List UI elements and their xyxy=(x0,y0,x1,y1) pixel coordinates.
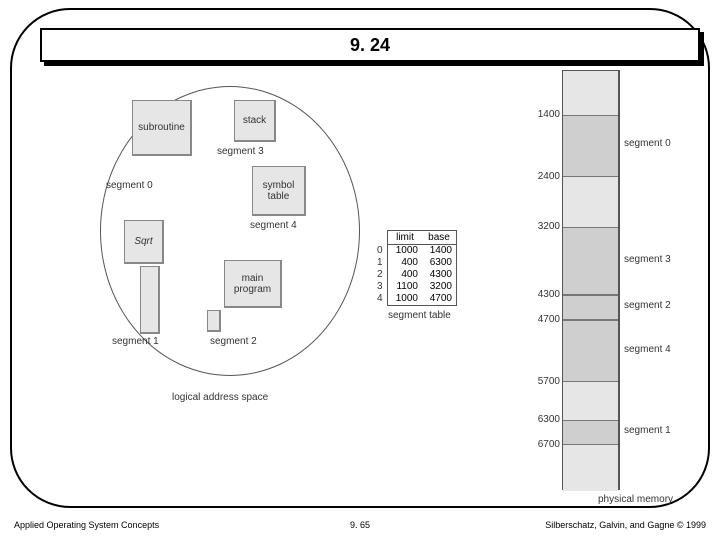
cell: 1000 xyxy=(388,245,422,257)
segment-table-caption: segment table xyxy=(388,310,451,321)
box-stack-label: stack xyxy=(243,115,266,126)
label-seg2: segment 2 xyxy=(210,336,257,347)
box-sqrt-label: Sqrt xyxy=(134,236,152,247)
box-sqrt: Sqrt xyxy=(124,220,164,264)
memlbl-seg4: segment 4 xyxy=(624,344,671,355)
box-symbol-label: symbol table xyxy=(263,180,295,202)
addr-3200: 3200 xyxy=(526,221,560,232)
box-stack: stack xyxy=(234,100,276,142)
mem-seg3 xyxy=(563,227,618,295)
table-row: 11003200 xyxy=(388,281,456,293)
diagram-area: subroutine segment 0 stack segment 3 sym… xyxy=(42,70,692,500)
box-subroutine: subroutine xyxy=(132,100,192,156)
cell: 3200 xyxy=(422,281,456,293)
memlbl-seg2: segment 2 xyxy=(624,300,671,311)
addr-5700: 5700 xyxy=(526,376,560,387)
cell: 1100 xyxy=(388,281,422,293)
mem-gap xyxy=(563,71,618,115)
cell: 1000 xyxy=(388,293,422,305)
mem-seg2 xyxy=(563,295,618,320)
box-subroutine-label: subroutine xyxy=(138,122,185,133)
hdr-base: base xyxy=(422,231,456,244)
cell: 4300 xyxy=(422,269,456,281)
addr-2400: 2400 xyxy=(526,171,560,182)
addr-6700: 6700 xyxy=(526,439,560,450)
memlbl-seg3: segment 3 xyxy=(624,254,671,265)
hdr-limit: limit xyxy=(388,231,422,244)
mem-seg0 xyxy=(563,115,618,177)
table-row: 10004700 xyxy=(388,293,456,305)
label-seg0: segment 0 xyxy=(106,180,153,191)
box-symbol: symbol table xyxy=(252,166,306,216)
mem-gap xyxy=(563,445,618,491)
logical-caption: logical address space xyxy=(172,392,268,403)
mem-seg1 xyxy=(563,420,618,445)
idx-2: 2 xyxy=(377,269,383,281)
segment-table-header: limit base xyxy=(388,231,456,245)
addr-4300: 4300 xyxy=(526,289,560,300)
mem-gap xyxy=(563,382,618,420)
memlbl-seg0: segment 0 xyxy=(624,138,671,149)
box-main: main program xyxy=(224,260,282,308)
cell: 400 xyxy=(388,269,422,281)
memlbl-seg1: segment 1 xyxy=(624,425,671,436)
label-seg1: segment 1 xyxy=(112,336,159,347)
idx-3: 3 xyxy=(377,281,383,293)
footer-right: Silberschatz, Galvin, and Gagne © 1999 xyxy=(545,520,706,530)
segment-table-indices: 0 1 2 3 4 xyxy=(377,245,383,305)
title-box: 9. 24 xyxy=(40,28,700,62)
physical-memory xyxy=(562,70,620,490)
table-row: 10001400 xyxy=(388,245,456,257)
label-seg4: segment 4 xyxy=(250,220,297,231)
slide-frame: 9. 24 subroutine segment 0 stack segment… xyxy=(10,8,710,508)
box-seg1-tall xyxy=(140,266,160,334)
table-row: 4006300 xyxy=(388,257,456,269)
cell: 400 xyxy=(388,257,422,269)
cell: 6300 xyxy=(422,257,456,269)
idx-4: 4 xyxy=(377,293,383,305)
mem-gap xyxy=(563,177,618,227)
table-row: 4004300 xyxy=(388,269,456,281)
addr-1400: 1400 xyxy=(526,109,560,120)
addr-6300: 6300 xyxy=(526,414,560,425)
segment-table: limit base 10001400 4006300 4004300 1100… xyxy=(387,230,457,306)
cell: 1400 xyxy=(422,245,456,257)
slide-title: 9. 24 xyxy=(42,30,698,60)
label-seg3: segment 3 xyxy=(217,146,264,157)
mem-seg4 xyxy=(563,320,618,382)
addr-4700: 4700 xyxy=(526,314,560,325)
box-main-label: main program xyxy=(234,273,271,295)
box-seg2-small xyxy=(207,310,221,332)
memory-caption: physical memory xyxy=(598,494,673,505)
idx-1: 1 xyxy=(377,257,383,269)
cell: 4700 xyxy=(422,293,456,305)
idx-0: 0 xyxy=(377,245,383,257)
